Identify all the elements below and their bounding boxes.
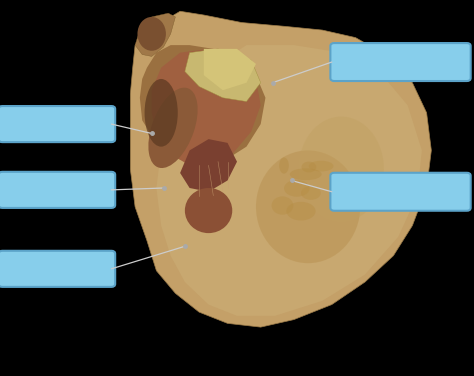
FancyBboxPatch shape bbox=[330, 173, 471, 211]
Ellipse shape bbox=[148, 88, 198, 168]
Polygon shape bbox=[204, 49, 256, 90]
Ellipse shape bbox=[290, 168, 322, 180]
Ellipse shape bbox=[284, 180, 310, 197]
Ellipse shape bbox=[301, 186, 321, 200]
Ellipse shape bbox=[185, 188, 232, 233]
Ellipse shape bbox=[145, 79, 178, 147]
Ellipse shape bbox=[272, 196, 293, 215]
Polygon shape bbox=[135, 13, 175, 56]
Polygon shape bbox=[152, 49, 261, 165]
Polygon shape bbox=[130, 11, 431, 327]
Polygon shape bbox=[180, 139, 237, 192]
Ellipse shape bbox=[301, 162, 316, 173]
FancyBboxPatch shape bbox=[69, 11, 455, 361]
Ellipse shape bbox=[256, 150, 360, 263]
FancyBboxPatch shape bbox=[0, 106, 115, 142]
Ellipse shape bbox=[309, 161, 334, 171]
FancyBboxPatch shape bbox=[0, 251, 115, 287]
Ellipse shape bbox=[299, 117, 384, 222]
Ellipse shape bbox=[279, 158, 289, 174]
Polygon shape bbox=[140, 45, 265, 165]
Ellipse shape bbox=[286, 202, 316, 220]
Polygon shape bbox=[156, 45, 422, 316]
Polygon shape bbox=[185, 49, 261, 102]
FancyBboxPatch shape bbox=[0, 172, 115, 208]
FancyBboxPatch shape bbox=[330, 43, 471, 81]
Ellipse shape bbox=[137, 17, 166, 51]
